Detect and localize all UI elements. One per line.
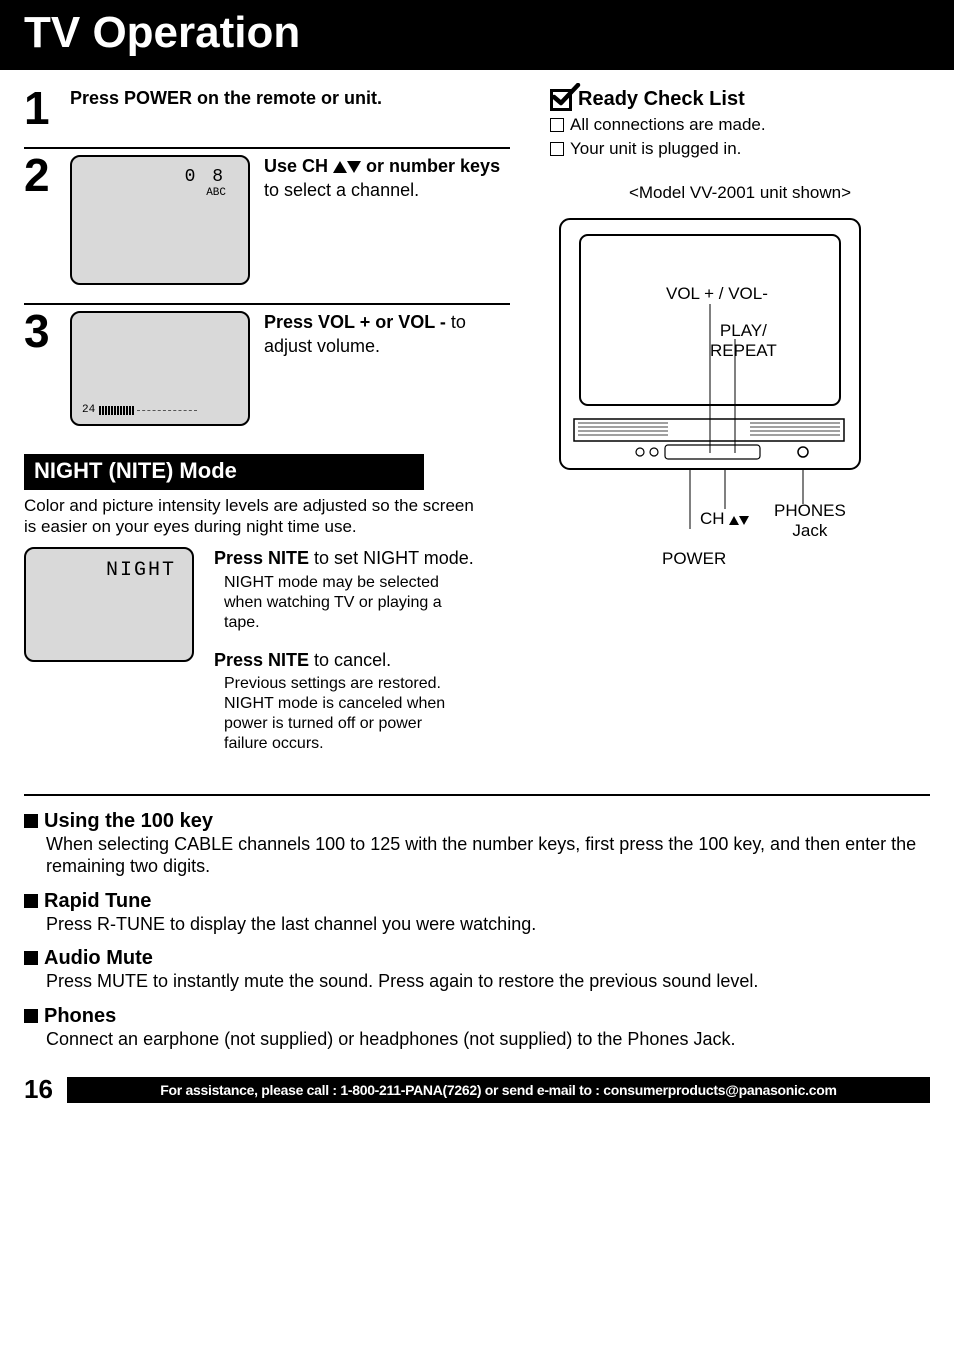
ready-item-0-text: All connections are made. (570, 115, 766, 135)
unit-label-ch: CH (700, 509, 749, 529)
nite-set-tail: to set NIGHT mode. (309, 548, 474, 568)
nite-set-bold: Press NITE (214, 548, 309, 568)
square-bullet-icon (24, 1009, 38, 1023)
bullet-section: Using the 100 key When selecting CABLE c… (0, 810, 954, 1051)
bullet-2-title: Audio Mute (24, 947, 930, 970)
checkbox-empty-icon (550, 142, 564, 156)
bullet-3-title: Phones (24, 1005, 930, 1028)
bullet-0-title-text: Using the 100 key (44, 810, 213, 832)
bullet-0-title: Using the 100 key (24, 810, 930, 833)
ready-title: Ready Check List (578, 88, 745, 111)
nite-screen: NIGHT (24, 547, 194, 662)
checkbox-empty-icon (550, 118, 564, 132)
unit-label-ch-text: CH (700, 509, 729, 528)
step-2-channel: 0 8 (185, 167, 226, 187)
bullet-3: Phones Connect an earphone (not supplied… (24, 1005, 930, 1051)
page-number: 16 (24, 1074, 53, 1105)
step-2-channel-sub: ABC (206, 187, 226, 199)
bullet-1-title: Rapid Tune (24, 890, 930, 913)
bullet-2: Audio Mute Press MUTE to instantly mute … (24, 947, 930, 993)
step-3: 3 24 Press VOL + or VOL - to adjust volu… (24, 311, 510, 426)
steps-column: 1 Press POWER on the remote or unit. 2 0… (24, 88, 510, 754)
unit-label-power: POWER (662, 549, 726, 569)
right-column: Ready Check List All connections are mad… (550, 88, 930, 754)
bullet-2-title-text: Audio Mute (44, 947, 153, 969)
step-2-instruction: Use CH or number keys to select a channe… (264, 155, 510, 202)
nite-cancel-head: Press NITE to cancel. (214, 649, 510, 672)
square-bullet-icon (24, 951, 38, 965)
down-triangle-icon (347, 161, 361, 173)
rule-2 (24, 303, 510, 305)
bullet-3-title-text: Phones (44, 1005, 116, 1027)
step-3-vol-num: 24 (82, 404, 95, 416)
nite-desc: Color and picture intensity levels are a… (24, 496, 484, 537)
footer-bar: For assistance, please call : 1-800-211-… (67, 1077, 930, 1103)
bullet-0: Using the 100 key When selecting CABLE c… (24, 810, 930, 878)
nite-screen-label: NIGHT (106, 559, 176, 582)
nite-set-head: Press NITE to set NIGHT mode. (214, 547, 510, 570)
square-bullet-icon (24, 894, 38, 908)
rule-1 (24, 147, 510, 149)
step-1-text: Press POWER on the remote or unit. (70, 88, 510, 109)
footer: 16 For assistance, please call : 1-800-2… (0, 1062, 954, 1123)
step-2-bold1: Use CH (264, 156, 333, 176)
bullet-0-body: When selecting CABLE channels 100 to 125… (46, 833, 930, 878)
volume-bar-icon (99, 406, 197, 415)
step-2: 2 0 8 ABC Use CH or number keys to selec… (24, 155, 510, 285)
nite-cancel-tail: to cancel. (309, 650, 391, 670)
unit-label-vol: VOL + / VOL- (666, 284, 768, 304)
model-caption: <Model VV-2001 unit shown> (550, 183, 930, 203)
step-3-bold: Press VOL + or VOL - (264, 312, 446, 332)
up-triangle-icon (729, 516, 739, 525)
nite-row: NIGHT Press NITE to set NIGHT mode. NIGH… (24, 547, 510, 754)
nite-heading: NIGHT (NITE) Mode (24, 454, 424, 490)
ready-item-0: All connections are made. (550, 115, 930, 135)
bullet-1: Rapid Tune Press R-TUNE to display the l… (24, 890, 930, 936)
step-1: 1 Press POWER on the remote or unit. (24, 88, 510, 129)
page-title: TV Operation (24, 8, 930, 58)
step-3-instruction: Press VOL + or VOL - to adjust volume. (264, 311, 510, 358)
page-header: TV Operation (0, 0, 954, 70)
down-triangle-icon (739, 516, 749, 525)
step-2-bold2: or number keys (361, 156, 500, 176)
ready-item-1: Your unit is plugged in. (550, 139, 930, 159)
ready-title-row: Ready Check List (550, 88, 930, 111)
bullet-1-title-text: Rapid Tune (44, 890, 151, 912)
bullet-1-body: Press R-TUNE to display the last channel… (46, 913, 930, 936)
nite-cancel-bold: Press NITE (214, 650, 309, 670)
section-divider (24, 794, 930, 796)
nite-cancel-sub: Previous settings are restored. NIGHT mo… (224, 674, 464, 754)
step-2-screen: 0 8 ABC (70, 155, 250, 285)
step-2-tail: to select a channel. (264, 180, 419, 200)
checkmark-box-icon (550, 89, 572, 111)
ready-item-1-text: Your unit is plugged in. (570, 139, 741, 159)
step-3-number: 3 (24, 311, 58, 352)
unit-illustration: VOL + / VOL- PLAY/ REPEAT CH PHONES Jack… (550, 209, 890, 599)
unit-label-phones: PHONES Jack (774, 501, 846, 540)
step-2-number: 2 (24, 155, 58, 196)
bullet-2-body: Press MUTE to instantly mute the sound. … (46, 970, 930, 993)
step-1-number: 1 (24, 88, 58, 129)
step-3-screen: 24 (70, 311, 250, 426)
nite-set-sub: NIGHT mode may be selected when watching… (224, 573, 444, 633)
square-bullet-icon (24, 814, 38, 828)
unit-label-play: PLAY/ REPEAT (710, 321, 777, 360)
up-triangle-icon (333, 161, 347, 173)
step-3-volume: 24 (82, 404, 197, 416)
bullet-3-body: Connect an earphone (not supplied) or he… (46, 1028, 930, 1051)
